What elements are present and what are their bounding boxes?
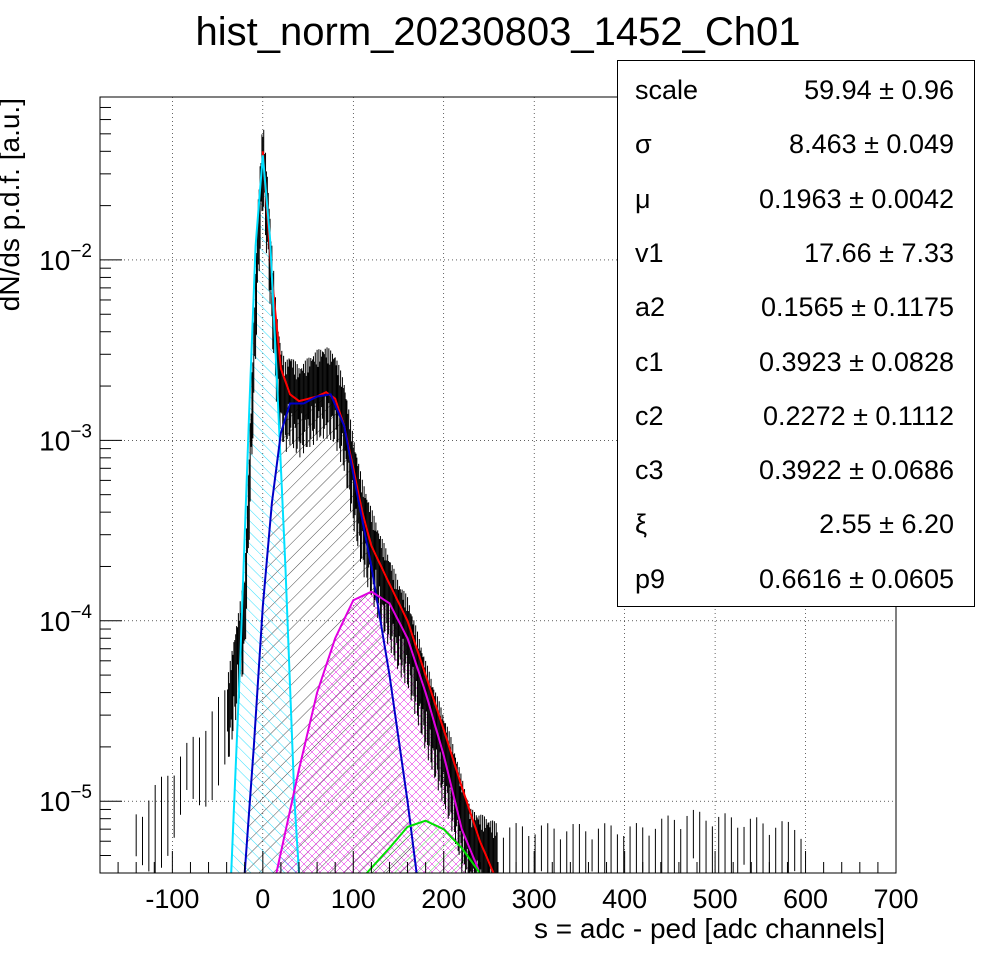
- data-layer: [135, 129, 802, 873]
- x-tick-label: 500: [693, 884, 738, 914]
- y-tick-label: 10−4: [39, 602, 92, 637]
- x-tick-label: 700: [873, 884, 918, 914]
- x-tick-label: 300: [512, 884, 557, 914]
- x-tick-label: 100: [331, 884, 376, 914]
- stat-row: μ 0.1963 ± 0.0042: [618, 184, 974, 238]
- stat-row: v1 17.66 ± 7.33: [618, 238, 974, 292]
- stat-name: scale: [635, 75, 699, 105]
- stat-name: μ: [635, 183, 651, 214]
- stat-value: 17.66 ± 7.33: [804, 237, 954, 268]
- stat-value: 2.55 ± 6.20: [819, 509, 954, 540]
- stat-name: p9: [635, 563, 666, 594]
- stat-name: a2: [635, 292, 666, 323]
- stat-value: 8.463 ± 0.049: [789, 129, 954, 160]
- y-tick-label: 10−5: [39, 782, 92, 817]
- stat-row: c2 0.2272 ± 0.1112: [618, 401, 974, 455]
- x-tick-label: 600: [783, 884, 828, 914]
- fit-curve: [230, 155, 300, 873]
- stat-row: p9 0.6616 ± 0.0605: [618, 564, 974, 618]
- chart-title: hist_norm_20230803_1452_Ch01: [195, 10, 801, 54]
- stat-name: σ: [635, 129, 652, 160]
- stat-name: c1: [635, 346, 664, 377]
- stat-value: 0.3923 ± 0.0828: [759, 346, 954, 377]
- fit-component-fill: [366, 820, 480, 873]
- fit-stats-box: scale 59.94 ± 0.96 σ 8.463 ± 0.049 μ 0.1963 ±…: [617, 60, 975, 607]
- stat-value: 0.2272 ± 0.1112: [763, 400, 954, 431]
- stat-value: 0.1963 ± 0.0042: [759, 183, 954, 214]
- y-tick-label: 10−3: [39, 421, 92, 456]
- x-tick-label: 200: [421, 884, 466, 914]
- stat-value: 0.6616 ± 0.0605: [759, 563, 954, 594]
- stat-value: 59.94 ± 0.96: [804, 75, 954, 105]
- stat-row: a2 0.1565 ± 0.1175: [618, 292, 974, 346]
- stat-row: scale 59.94 ± 0.96: [618, 75, 974, 129]
- x-tick-label: 0: [255, 884, 270, 914]
- fit-component-fill: [231, 155, 299, 873]
- stat-name: v1: [635, 237, 664, 268]
- stat-value: 0.3922 ± 0.0686: [759, 455, 954, 486]
- x-tick-label: -100: [145, 884, 199, 914]
- stat-row: c3 0.3922 ± 0.0686: [618, 455, 974, 509]
- fit-curve: [243, 393, 418, 873]
- y-axis-label: dN/ds p.d.f. [a.u.]: [0, 98, 25, 311]
- y-tick-label: 10−2: [39, 241, 92, 276]
- axes: -100 0 100 200 300 400 500 600 700 10−5 10−4 10−3 10…: [39, 106, 919, 914]
- x-tick-label: 400: [602, 884, 647, 914]
- fit-curve: [366, 819, 481, 873]
- stat-row: ξ 2.55 ± 6.20: [618, 509, 974, 563]
- stat-row: σ 8.463 ± 0.049: [618, 129, 974, 183]
- stat-name: c2: [635, 400, 664, 431]
- stat-value: 0.1565 ± 0.1175: [761, 292, 954, 323]
- fit-component-fill: [276, 591, 480, 873]
- x-axis-label: s = adc - ped [adc channels]: [534, 913, 885, 944]
- stat-name: ξ: [635, 509, 648, 540]
- fit-curve: [275, 590, 481, 873]
- stat-name: c3: [635, 455, 664, 486]
- stat-row: c1 0.3923 ± 0.0828: [618, 347, 974, 401]
